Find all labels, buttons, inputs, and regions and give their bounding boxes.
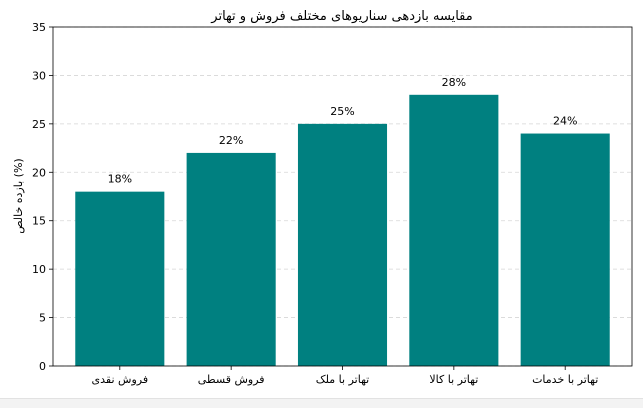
x-tick-label: تهاتر با ملک — [316, 373, 369, 386]
bar — [186, 152, 276, 366]
chart-title: مقایسه بازدهی سناریوهای مختلف فروش و تها… — [210, 9, 472, 24]
bar — [75, 191, 165, 366]
y-tick-label: 30 — [32, 69, 46, 82]
y-tick-label: 15 — [32, 215, 46, 228]
bar — [520, 133, 610, 366]
y-tick-label: 20 — [32, 166, 46, 179]
x-tick-label: تهاتر با خدمات — [532, 373, 598, 386]
bar-value-label: 25% — [330, 105, 354, 118]
x-tick-label: فروش قسطی — [198, 373, 265, 386]
x-tick-label: فروش نقدی — [92, 373, 149, 386]
bottom-strip — [0, 398, 643, 408]
bars-layer — [75, 94, 610, 367]
bar — [409, 94, 499, 367]
bar-value-label: 28% — [442, 76, 466, 89]
plot-frame — [52, 26, 633, 367]
y-tick-label: 5 — [39, 312, 46, 325]
bar-value-label: 24% — [553, 115, 577, 128]
x-tick-label: تهاتر با کالا — [429, 373, 478, 386]
bar-value-label: 22% — [219, 134, 243, 147]
bar-chart-svg: 18% 22% 25% 28% 24% فروش نقدی فروش قسطی تهاتر … — [12, 9, 633, 386]
bar-value-label: 18% — [108, 173, 132, 186]
y-tick-label: 10 — [32, 263, 46, 276]
axes-layer: فروش نقدی فروش قسطی تهاتر با ملک تهاتر با ک… — [32, 21, 633, 386]
y-axis-label: بازده خالص (%) — [12, 158, 25, 233]
data-labels-layer: 18% 22% 25% 28% 24% — [108, 76, 578, 186]
y-tick-label: 25 — [32, 118, 46, 131]
bar — [297, 123, 388, 366]
y-tick-label: 0 — [39, 360, 46, 373]
y-tick-label: 35 — [32, 21, 46, 34]
